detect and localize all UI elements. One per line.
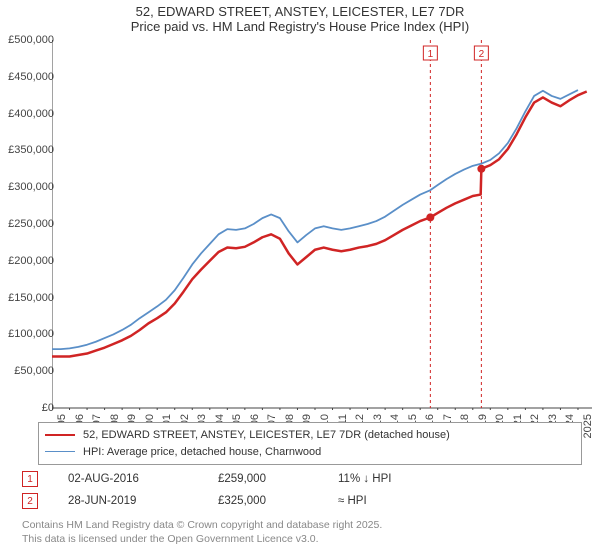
ytick-label: £0 bbox=[42, 402, 54, 414]
footer-line-2: This data is licensed under the Open Gov… bbox=[22, 532, 382, 546]
ytick-label: £200,000 bbox=[8, 255, 54, 267]
ytick-label: £300,000 bbox=[8, 181, 54, 193]
legend-row-0: 52, EDWARD STREET, ANSTEY, LEICESTER, LE… bbox=[45, 427, 575, 444]
svg-text:2: 2 bbox=[479, 49, 485, 60]
sale-price-0: £259,000 bbox=[218, 473, 338, 485]
legend-swatch-1 bbox=[45, 451, 75, 452]
legend-row-1: HPI: Average price, detached house, Char… bbox=[45, 444, 575, 461]
ytick-label: £350,000 bbox=[8, 144, 54, 156]
sale-diff-0: 11% ↓ HPI bbox=[338, 473, 458, 485]
legend-label-1: HPI: Average price, detached house, Char… bbox=[83, 444, 321, 461]
sale-marker-1: 2 bbox=[22, 493, 38, 509]
svg-text:1: 1 bbox=[428, 49, 434, 60]
ytick-label: £100,000 bbox=[8, 328, 54, 340]
sales-table: 1 02-AUG-2016 £259,000 11% ↓ HPI 2 28-JU… bbox=[22, 468, 458, 512]
sale-date-1: 28-JUN-2019 bbox=[68, 495, 218, 507]
ytick-label: £150,000 bbox=[8, 292, 54, 304]
legend-box: 52, EDWARD STREET, ANSTEY, LEICESTER, LE… bbox=[38, 422, 582, 465]
title-line-1: 52, EDWARD STREET, ANSTEY, LEICESTER, LE… bbox=[0, 4, 600, 19]
sale-marker-0: 1 bbox=[22, 471, 38, 487]
chart-area: 12 bbox=[52, 40, 592, 410]
chart-title-block: 52, EDWARD STREET, ANSTEY, LEICESTER, LE… bbox=[0, 0, 600, 34]
sales-row-1: 2 28-JUN-2019 £325,000 ≈ HPI bbox=[22, 490, 458, 512]
ytick-label: £500,000 bbox=[8, 34, 54, 46]
ytick-label: £50,000 bbox=[14, 365, 54, 377]
sale-price-1: £325,000 bbox=[218, 495, 338, 507]
ytick-label: £450,000 bbox=[8, 71, 54, 83]
sale-date-0: 02-AUG-2016 bbox=[68, 473, 218, 485]
footer-line-1: Contains HM Land Registry data © Crown c… bbox=[22, 518, 382, 532]
sales-row-0: 1 02-AUG-2016 £259,000 11% ↓ HPI bbox=[22, 468, 458, 490]
ytick-label: £400,000 bbox=[8, 108, 54, 120]
xtick-label: 2025 bbox=[582, 414, 594, 438]
footer: Contains HM Land Registry data © Crown c… bbox=[22, 518, 382, 546]
legend-swatch-0 bbox=[45, 434, 75, 436]
sale-diff-1: ≈ HPI bbox=[338, 495, 458, 507]
ytick-label: £250,000 bbox=[8, 218, 54, 230]
title-line-2: Price paid vs. HM Land Registry's House … bbox=[0, 19, 600, 34]
chart-svg: 12 bbox=[52, 40, 592, 410]
legend-label-0: 52, EDWARD STREET, ANSTEY, LEICESTER, LE… bbox=[83, 427, 450, 444]
